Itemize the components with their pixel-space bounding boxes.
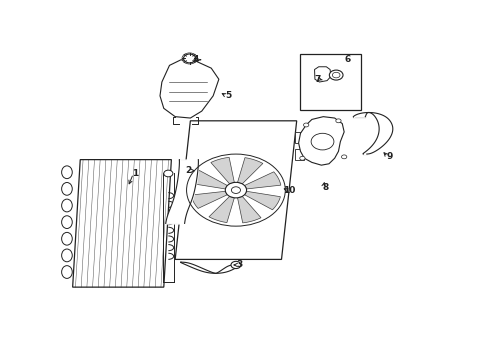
Text: 2: 2 [185, 166, 192, 175]
Ellipse shape [62, 266, 72, 278]
Circle shape [184, 54, 196, 63]
Text: 9: 9 [387, 152, 393, 161]
Ellipse shape [62, 183, 72, 195]
Polygon shape [191, 191, 227, 208]
Text: 7: 7 [315, 75, 321, 84]
Text: 5: 5 [225, 91, 231, 100]
Circle shape [231, 187, 241, 193]
Polygon shape [315, 67, 331, 82]
Polygon shape [175, 121, 297, 260]
Bar [295, 149, 304, 159]
Circle shape [225, 183, 246, 198]
Polygon shape [245, 191, 280, 210]
Polygon shape [298, 117, 344, 165]
Bar [295, 132, 304, 143]
Ellipse shape [62, 216, 72, 229]
Text: 4: 4 [193, 55, 199, 64]
Circle shape [164, 170, 173, 177]
Bar [300, 54, 361, 110]
Ellipse shape [62, 233, 72, 245]
Polygon shape [238, 196, 261, 223]
Circle shape [231, 261, 241, 269]
Circle shape [332, 72, 340, 78]
Circle shape [329, 70, 343, 80]
Polygon shape [211, 157, 234, 184]
Text: 6: 6 [345, 55, 351, 64]
Ellipse shape [62, 199, 72, 212]
Text: 3: 3 [237, 261, 243, 269]
Text: 1: 1 [132, 169, 139, 178]
Circle shape [342, 155, 347, 159]
Circle shape [303, 123, 309, 127]
Polygon shape [245, 172, 281, 189]
Polygon shape [160, 60, 219, 118]
Ellipse shape [62, 166, 72, 179]
Ellipse shape [62, 249, 72, 262]
Polygon shape [73, 159, 172, 287]
Circle shape [300, 156, 305, 160]
Circle shape [311, 133, 334, 150]
Circle shape [336, 119, 341, 123]
Polygon shape [209, 196, 234, 222]
Polygon shape [238, 158, 263, 184]
Text: 10: 10 [283, 186, 295, 195]
Polygon shape [192, 170, 227, 189]
Text: 8: 8 [322, 183, 328, 192]
